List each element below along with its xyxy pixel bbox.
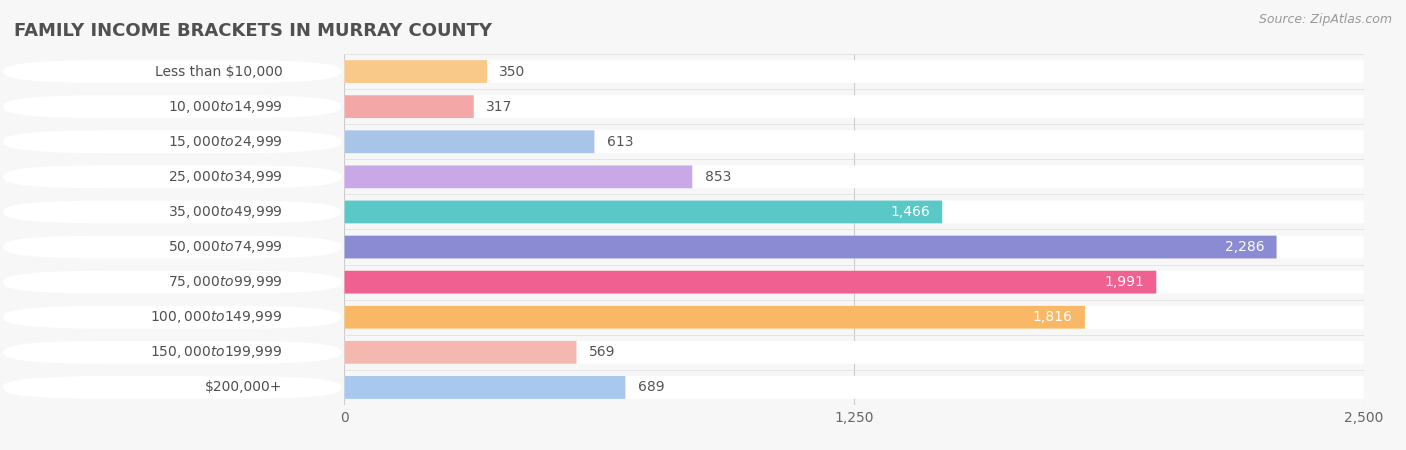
FancyBboxPatch shape: [3, 306, 342, 328]
FancyBboxPatch shape: [344, 236, 1364, 258]
Text: $15,000 to $24,999: $15,000 to $24,999: [167, 134, 283, 150]
Text: 689: 689: [638, 380, 664, 395]
Text: $25,000 to $34,999: $25,000 to $34,999: [167, 169, 283, 185]
FancyBboxPatch shape: [344, 60, 486, 83]
Text: 2,286: 2,286: [1225, 240, 1264, 254]
FancyBboxPatch shape: [344, 130, 595, 153]
FancyBboxPatch shape: [3, 166, 342, 188]
Text: $75,000 to $99,999: $75,000 to $99,999: [167, 274, 283, 290]
Text: 613: 613: [606, 135, 633, 149]
FancyBboxPatch shape: [344, 95, 474, 118]
Text: 1,991: 1,991: [1104, 275, 1144, 289]
FancyBboxPatch shape: [344, 130, 1364, 153]
FancyBboxPatch shape: [344, 271, 1364, 293]
FancyBboxPatch shape: [3, 271, 342, 293]
FancyBboxPatch shape: [3, 341, 342, 364]
Text: $50,000 to $74,999: $50,000 to $74,999: [167, 239, 283, 255]
FancyBboxPatch shape: [3, 236, 342, 258]
Text: $200,000+: $200,000+: [205, 380, 283, 395]
FancyBboxPatch shape: [344, 60, 1364, 83]
FancyBboxPatch shape: [344, 236, 1277, 258]
FancyBboxPatch shape: [344, 95, 1364, 118]
FancyBboxPatch shape: [344, 271, 1156, 293]
FancyBboxPatch shape: [344, 376, 626, 399]
Text: 853: 853: [704, 170, 731, 184]
FancyBboxPatch shape: [3, 376, 342, 399]
FancyBboxPatch shape: [344, 341, 1364, 364]
Text: 317: 317: [486, 99, 512, 114]
Text: $100,000 to $149,999: $100,000 to $149,999: [150, 309, 283, 325]
Text: $150,000 to $199,999: $150,000 to $199,999: [150, 344, 283, 360]
Text: 569: 569: [589, 345, 616, 360]
FancyBboxPatch shape: [344, 306, 1364, 328]
FancyBboxPatch shape: [3, 130, 342, 153]
FancyBboxPatch shape: [344, 166, 1364, 188]
FancyBboxPatch shape: [344, 341, 576, 364]
FancyBboxPatch shape: [344, 306, 1085, 328]
Text: Less than $10,000: Less than $10,000: [155, 64, 283, 79]
FancyBboxPatch shape: [344, 376, 1364, 399]
Text: FAMILY INCOME BRACKETS IN MURRAY COUNTY: FAMILY INCOME BRACKETS IN MURRAY COUNTY: [14, 22, 492, 40]
Text: 350: 350: [499, 64, 526, 79]
Text: $35,000 to $49,999: $35,000 to $49,999: [167, 204, 283, 220]
Text: Source: ZipAtlas.com: Source: ZipAtlas.com: [1258, 14, 1392, 27]
FancyBboxPatch shape: [344, 166, 692, 188]
Text: 1,466: 1,466: [890, 205, 929, 219]
FancyBboxPatch shape: [3, 60, 342, 83]
FancyBboxPatch shape: [344, 201, 1364, 223]
Text: 1,816: 1,816: [1033, 310, 1073, 324]
FancyBboxPatch shape: [344, 201, 942, 223]
FancyBboxPatch shape: [3, 201, 342, 223]
Text: $10,000 to $14,999: $10,000 to $14,999: [167, 99, 283, 115]
FancyBboxPatch shape: [3, 95, 342, 118]
